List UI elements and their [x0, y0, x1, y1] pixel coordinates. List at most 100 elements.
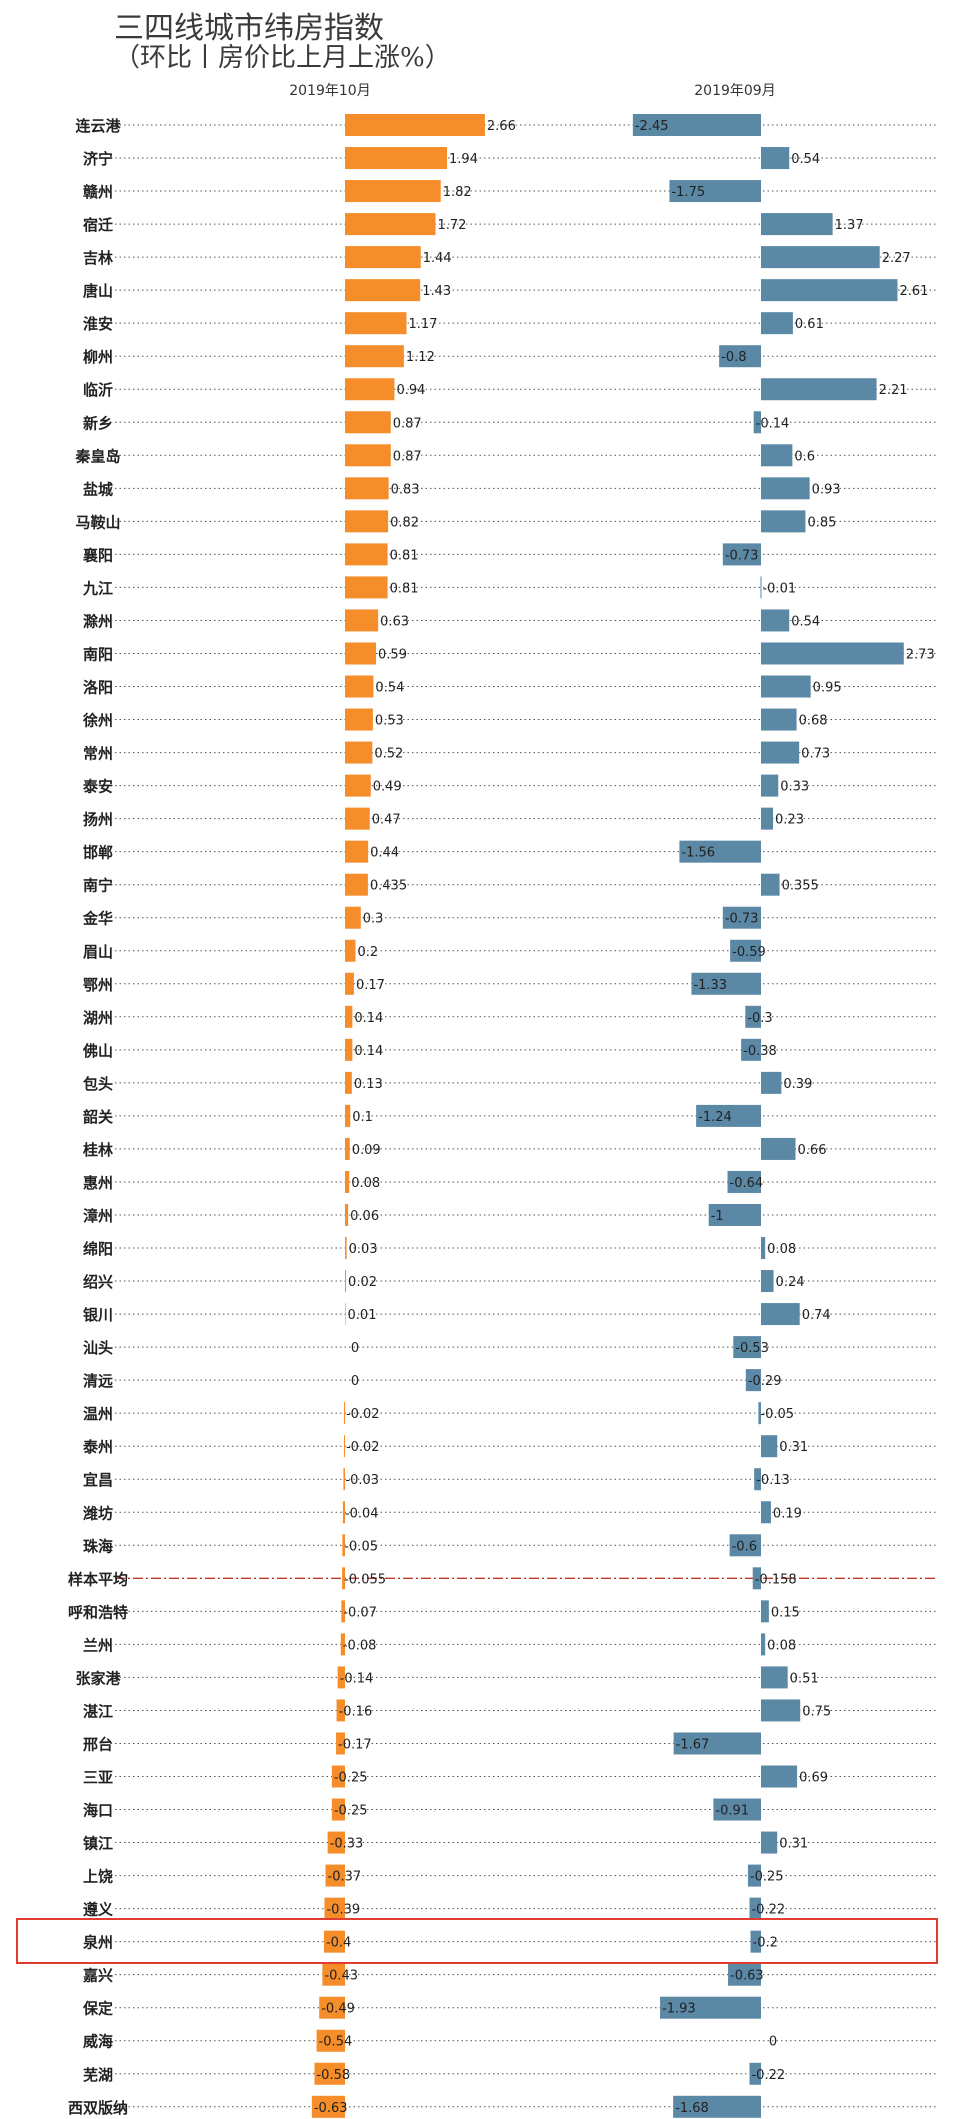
- value-label-oct-row-33: 0.06: [350, 1209, 379, 1224]
- bar-oct-row-55: [323, 1930, 345, 1953]
- bar-oct-row-21: [345, 807, 370, 830]
- value-label-sep-row-32: -0.64: [730, 1176, 764, 1191]
- value-label-oct-row-59: -0.58: [316, 2068, 350, 2083]
- category-label-row-15: 滁州: [83, 612, 113, 630]
- category-label-row-60: 西双版纳: [68, 2099, 128, 2117]
- bar-oct-row-40: [343, 1435, 345, 1458]
- category-label-row-59: 芜湖: [83, 2066, 113, 2084]
- bar-oct-row-58: [316, 2029, 345, 2052]
- value-label-oct-row-13: 0.81: [390, 548, 419, 563]
- value-label-sep-row-1: 0.54: [791, 152, 820, 167]
- value-label-sep-row-8: 2.21: [879, 383, 908, 398]
- category-label-row-52: 镇江: [83, 1835, 113, 1853]
- bar-oct-row-43: [342, 1534, 345, 1557]
- bar-oct-row-18: [345, 708, 373, 731]
- bar-sep-row-39: [758, 1402, 761, 1425]
- value-label-sep-row-47: 0.51: [790, 1671, 819, 1686]
- value-label-oct-row-27: 0.14: [354, 1011, 383, 1026]
- category-label-row-16: 南阳: [83, 645, 113, 663]
- value-label-oct-row-2: 1.82: [443, 185, 472, 200]
- bar-oct-row-41: [343, 1468, 345, 1491]
- bar-oct-row-16: [345, 642, 377, 665]
- bar-sep-row-46: [761, 1633, 766, 1656]
- value-label-oct-row-48: -0.16: [339, 1704, 373, 1719]
- category-label-row-36: 银川: [83, 1306, 113, 1324]
- value-label-oct-row-23: 0.435: [370, 879, 407, 894]
- bar-sep-row-23: [761, 873, 780, 896]
- category-label-row-14: 九江: [82, 579, 113, 597]
- bar-sep-row-0: [632, 114, 761, 136]
- value-label-sep-row-31: 0.66: [798, 1143, 827, 1158]
- value-label-sep-row-16: 2.73: [906, 647, 935, 662]
- bar-oct-row-32: [345, 1170, 350, 1193]
- bar-oct-row-56: [322, 1963, 345, 1986]
- value-label-sep-row-60: -1.68: [675, 2101, 709, 2116]
- category-label-row-22: 邯郸: [83, 844, 113, 862]
- bar-sep-row-17: [761, 675, 811, 698]
- bar-oct-row-20: [345, 774, 371, 797]
- bar-oct-row-8: [345, 378, 395, 401]
- bar-sep-row-22: [679, 840, 761, 863]
- value-label-oct-row-8: 0.94: [396, 383, 425, 398]
- category-label-row-29: 包头: [83, 1075, 113, 1093]
- bar-oct-row-49: [336, 1732, 345, 1755]
- category-label-row-10: 秦皇岛: [74, 447, 120, 465]
- bar-sep-row-45: [761, 1600, 769, 1623]
- value-label-oct-row-15: 0.63: [380, 614, 409, 629]
- bar-oct-row-19: [345, 741, 373, 764]
- value-label-oct-row-58: -0.54: [319, 2035, 353, 2050]
- value-label-sep-row-39: -0.05: [760, 1407, 794, 1422]
- value-label-sep-row-59: -0.22: [751, 2068, 785, 2083]
- category-label-row-20: 泰安: [82, 778, 113, 796]
- value-label-oct-row-30: 0.1: [352, 1110, 373, 1125]
- bar-oct-row-9: [345, 411, 391, 434]
- value-label-oct-row-34: 0.03: [349, 1242, 378, 1257]
- bar-oct-row-46: [340, 1633, 345, 1656]
- value-label-oct-row-14: 0.81: [390, 581, 419, 596]
- value-label-sep-row-22: -1.56: [681, 846, 715, 861]
- category-label-row-3: 宿迁: [83, 216, 113, 234]
- bar-oct-row-22: [345, 840, 369, 863]
- value-label-oct-row-40: -0.02: [346, 1440, 380, 1455]
- value-label-sep-row-21: 0.23: [775, 813, 804, 828]
- bar-oct-row-35: [345, 1270, 347, 1293]
- value-label-oct-row-18: 0.53: [375, 714, 404, 729]
- value-label-oct-row-22: 0.44: [370, 846, 399, 861]
- value-label-sep-row-36: 0.74: [802, 1308, 831, 1323]
- value-label-sep-row-56: -0.63: [730, 1969, 764, 1984]
- value-label-sep-row-52: 0.31: [779, 1837, 808, 1852]
- category-label-row-45: 呼和浩特: [68, 1603, 128, 1621]
- value-label-oct-row-51: -0.25: [334, 1804, 368, 1819]
- bar-sep-row-35: [761, 1270, 774, 1293]
- bar-oct-row-13: [345, 543, 388, 566]
- bar-sep-row-51: [713, 1798, 761, 1821]
- value-label-oct-row-11: 0.83: [391, 482, 420, 497]
- value-label-oct-row-21: 0.47: [372, 813, 401, 828]
- category-label-row-2: 赣州: [83, 183, 113, 201]
- value-label-oct-row-6: 1.17: [409, 317, 438, 332]
- value-label-sep-row-42: 0.19: [773, 1506, 802, 1521]
- value-label-sep-row-5: 2.61: [900, 284, 929, 299]
- value-label-oct-row-42: -0.04: [345, 1506, 379, 1521]
- value-label-sep-row-37: -0.53: [735, 1341, 769, 1356]
- category-label-row-31: 桂林: [82, 1141, 114, 1159]
- category-label-row-11: 盐城: [83, 480, 113, 498]
- value-label-sep-row-54: -0.22: [751, 1903, 785, 1918]
- value-label-sep-row-15: 0.54: [791, 614, 820, 629]
- value-label-sep-row-19: 0.73: [801, 747, 830, 762]
- bar-oct-row-25: [345, 939, 356, 962]
- value-label-oct-row-0: 2.66: [487, 119, 516, 134]
- bar-sep-row-60: [673, 2095, 761, 2118]
- value-label-sep-row-18: 0.68: [799, 714, 828, 729]
- bar-sep-row-38: [745, 1369, 761, 1392]
- bar-sep-row-54: [749, 1897, 761, 1920]
- bar-sep-row-28: [741, 1038, 761, 1061]
- value-label-sep-row-46: 0.08: [767, 1638, 796, 1653]
- category-label-row-51: 海口: [83, 1802, 113, 1820]
- value-label-oct-row-57: -0.49: [321, 2002, 355, 2017]
- value-label-sep-row-30: -1.24: [698, 1110, 732, 1125]
- value-label-sep-row-25: -0.59: [732, 945, 766, 960]
- bar-oct-row-0: [345, 114, 485, 136]
- category-label-row-38: 清远: [83, 1372, 113, 1390]
- value-label-sep-row-14: -0.01: [762, 581, 796, 596]
